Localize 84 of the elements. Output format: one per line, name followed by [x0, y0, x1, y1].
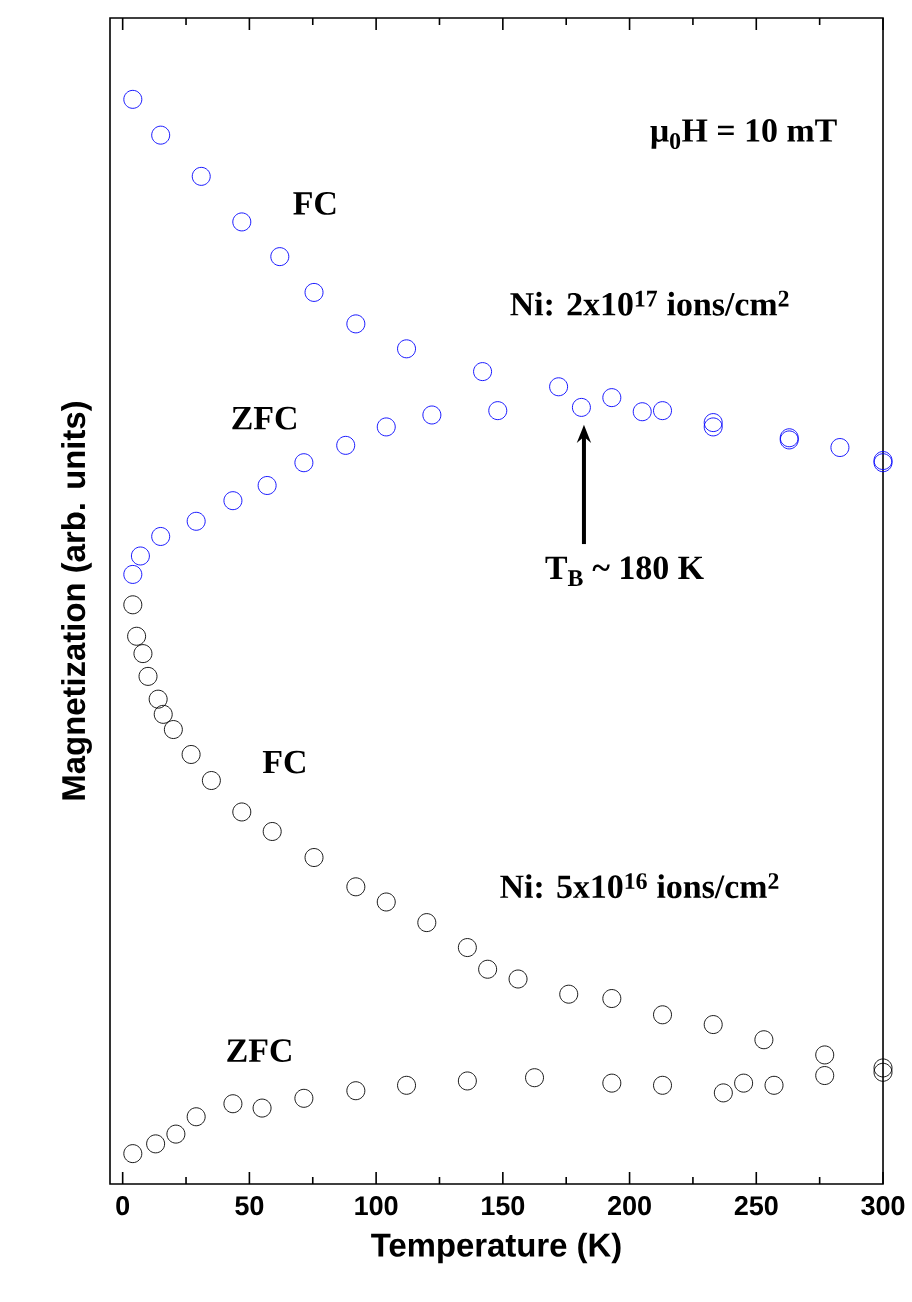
x-tick-label: 200 — [608, 1196, 651, 1216]
point — [764, 1075, 784, 1095]
point — [304, 282, 324, 302]
point — [163, 720, 183, 739]
point — [191, 166, 211, 186]
point — [397, 1075, 416, 1095]
point — [133, 644, 153, 664]
point — [270, 247, 290, 267]
point — [138, 666, 158, 686]
point — [294, 1088, 314, 1108]
x-tick-label: 250 — [734, 1196, 778, 1216]
point — [703, 1015, 723, 1034]
series-label: ZFC — [232, 406, 296, 430]
point — [457, 938, 477, 957]
point — [422, 405, 442, 425]
x-tick-label: 300 — [861, 1196, 905, 1216]
point — [148, 689, 168, 709]
point — [123, 564, 143, 584]
point — [549, 377, 569, 397]
point — [151, 125, 171, 145]
point — [166, 1124, 186, 1144]
point — [559, 984, 579, 1004]
point — [632, 402, 652, 422]
point — [346, 877, 366, 897]
point — [181, 745, 201, 764]
point — [257, 476, 277, 495]
point — [713, 1083, 733, 1103]
x-axis-title: Temperature (K) — [371, 1232, 621, 1264]
point — [151, 527, 171, 546]
point — [130, 546, 150, 566]
point — [734, 1073, 754, 1093]
point — [232, 802, 252, 822]
point — [127, 626, 147, 646]
point — [815, 1066, 835, 1085]
point — [602, 989, 622, 1008]
point — [304, 848, 324, 867]
point — [508, 969, 528, 989]
point — [457, 1071, 477, 1091]
point — [653, 1075, 672, 1095]
point — [525, 1068, 544, 1088]
point — [186, 511, 206, 531]
point — [571, 397, 591, 417]
point — [478, 959, 498, 979]
x-tick-label: 50 — [235, 1196, 264, 1216]
point — [223, 1094, 243, 1114]
point — [252, 1098, 272, 1118]
point — [336, 435, 356, 455]
series-label: FC — [293, 192, 336, 215]
point — [223, 491, 243, 511]
point — [397, 339, 416, 359]
point — [602, 388, 622, 408]
x-tick-label: 0 — [116, 1196, 130, 1216]
point — [262, 822, 282, 841]
point — [473, 362, 493, 382]
point — [123, 1144, 143, 1164]
point — [653, 1005, 672, 1025]
point — [201, 771, 221, 790]
annotation: T$_{B}$ ~ 180 K — [545, 556, 704, 586]
point — [346, 314, 366, 334]
point — [488, 401, 508, 421]
x-tick-label: 150 — [482, 1196, 525, 1216]
point — [186, 1107, 206, 1127]
point — [417, 913, 437, 933]
point — [346, 1081, 366, 1101]
point — [602, 1073, 622, 1093]
annotation: Ni: 2x10$^{17}$ ions/cm$^{2}$ — [510, 290, 789, 316]
point — [294, 453, 314, 473]
point — [830, 438, 850, 457]
x-tick-label: 100 — [355, 1196, 398, 1216]
y-axis-title: Magnetization (arb. units) — [61, 402, 92, 800]
annotation: μ$_{0}$H = 10 mT — [650, 119, 837, 150]
point — [815, 1045, 835, 1065]
point — [146, 1134, 166, 1154]
point — [376, 892, 396, 912]
point — [653, 401, 672, 421]
point — [123, 595, 143, 615]
point — [232, 212, 252, 232]
point — [123, 89, 143, 109]
point — [376, 417, 396, 437]
annotation: Ni: 5x10$^{16}$ ions/cm$^{2}$ — [500, 873, 779, 899]
point — [754, 1030, 774, 1050]
point — [153, 704, 173, 724]
series-label: FC — [262, 750, 305, 774]
series-label: ZFC — [227, 1039, 291, 1062]
